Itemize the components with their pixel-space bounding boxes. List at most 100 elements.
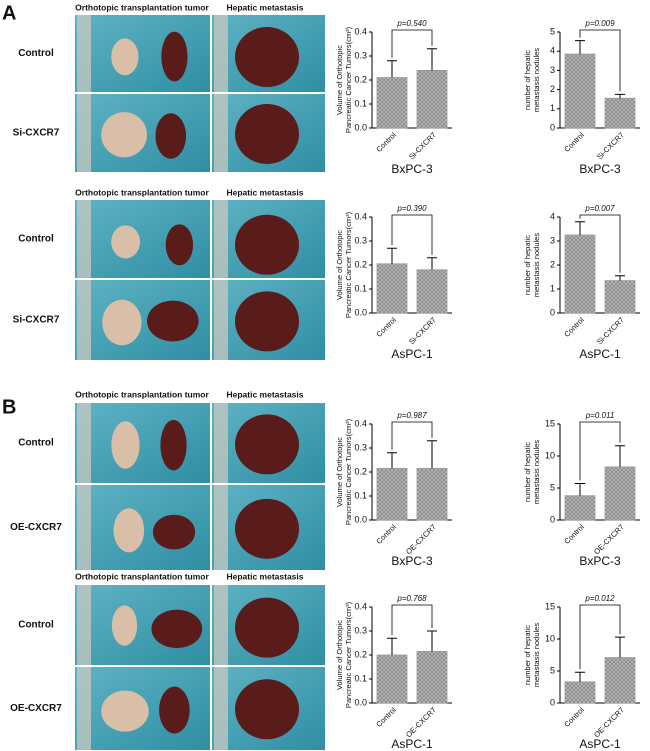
y-tick-label: 0.0	[354, 514, 367, 524]
bar	[564, 495, 596, 521]
p-value: p=0.768	[396, 594, 427, 603]
tissue	[101, 112, 148, 158]
y-tick-label: 0.2	[354, 466, 367, 476]
y-tick-label: 0.1	[354, 490, 367, 500]
y-tick-label: 5	[550, 26, 555, 36]
tissue	[235, 291, 299, 352]
x-tick-label: Control	[374, 705, 398, 729]
x-tick-label: Control	[562, 522, 586, 546]
tissue	[160, 419, 187, 471]
ruler	[77, 15, 91, 92]
y-axis-label: number of hepatic	[523, 50, 532, 110]
tissue	[111, 421, 140, 469]
column-header: Orthotopic transplantation tumor	[75, 187, 209, 197]
tissue	[235, 679, 299, 740]
ruler	[214, 15, 228, 92]
row-label: OE-CXCR7	[10, 703, 62, 714]
tissue	[235, 498, 299, 559]
y-tick-label: 5	[550, 482, 555, 492]
x-tick-label: OE-CXCR7	[404, 522, 438, 556]
y-axis-label: Volume of Orthotopic	[335, 437, 344, 507]
x-tick-label: OE-CXCR7	[592, 522, 626, 556]
bar	[604, 466, 636, 521]
bar	[416, 70, 448, 129]
ruler	[214, 200, 228, 278]
y-tick-label: 0.2	[354, 259, 367, 269]
bar	[416, 651, 448, 704]
error-bar	[387, 637, 397, 655]
tissue	[235, 27, 299, 88]
row-label: OE-CXCR7	[10, 522, 62, 533]
column-header: Orthotopic transplantation tumor	[75, 389, 209, 399]
ruler	[77, 485, 91, 570]
tissue	[111, 38, 139, 76]
tissue	[113, 508, 145, 553]
y-tick-label: 15	[545, 601, 555, 611]
y-tick-label: 0	[550, 697, 555, 707]
significance-bracket	[391, 421, 433, 450]
row-label: Control	[18, 620, 54, 631]
p-value: p=0.012	[584, 594, 615, 603]
y-axis-label: metastasis nodules	[532, 623, 541, 687]
ruler	[77, 200, 91, 278]
y-tick-label: 0.3	[354, 625, 367, 635]
y-axis-label: Volume of Orthotopic	[335, 620, 344, 690]
y-tick-label: 10	[545, 633, 555, 643]
y-tick-label: 0.3	[354, 50, 367, 60]
row-label: Si-CXCR7	[13, 128, 60, 139]
p-value: p=0.540	[396, 19, 427, 28]
significance-bracket	[391, 214, 433, 255]
ruler	[214, 280, 228, 360]
error-bar	[575, 483, 585, 496]
ruler	[214, 94, 228, 172]
column-header: Hepatic metastasis	[226, 187, 303, 197]
y-tick-label: 1	[550, 283, 555, 293]
y-tick-label: 0.1	[354, 283, 367, 293]
y-tick-label: 15	[545, 418, 555, 428]
y-tick-label: 3	[550, 235, 555, 245]
p-value: p=0.987	[396, 411, 427, 420]
bar	[564, 234, 596, 314]
error-bar	[575, 40, 585, 55]
x-tick-label: OE-CXCR7	[592, 705, 626, 739]
y-axis-label: Pancreatic Cancer Tumors(cm³)	[344, 211, 353, 318]
significance-bracket	[579, 604, 621, 670]
ruler	[77, 667, 91, 750]
ruler	[214, 667, 228, 750]
significance-bracket	[391, 604, 433, 636]
x-axis-label: BxPC-3	[579, 554, 621, 568]
y-tick-label: 0	[550, 307, 555, 317]
bar	[604, 657, 636, 704]
y-tick-label: 0.4	[354, 211, 367, 221]
y-tick-label: 0	[550, 514, 555, 524]
x-axis-label: AsPC-1	[579, 347, 621, 361]
error-bar	[575, 221, 585, 235]
error-bar	[427, 257, 437, 270]
panel-label: A	[2, 2, 16, 24]
y-tick-label: 0.1	[354, 673, 367, 683]
y-tick-label: 5	[550, 665, 555, 675]
column-header: Hepatic metastasis	[226, 2, 303, 12]
p-value: p=0.011	[585, 411, 615, 420]
x-axis-label: BxPC-3	[579, 162, 621, 176]
significance-bracket	[579, 29, 621, 92]
bar	[376, 77, 408, 129]
y-tick-label: 2	[550, 84, 555, 94]
error-bar	[615, 275, 625, 281]
x-tick-label: Si-CXCR7	[407, 315, 438, 346]
significance-bracket	[391, 29, 433, 58]
y-tick-label: 0.4	[354, 418, 367, 428]
tissue	[111, 605, 138, 646]
photo	[75, 15, 210, 92]
y-tick-label: 0.4	[354, 601, 367, 611]
tissue	[101, 690, 149, 732]
x-axis-label: BxPC-3	[391, 554, 433, 568]
error-bar	[427, 630, 437, 652]
tissue	[151, 609, 203, 649]
ruler	[77, 94, 91, 172]
x-tick-label: Control	[374, 315, 398, 339]
row-label: Si-CXCR7	[13, 315, 60, 326]
bar	[604, 280, 636, 314]
y-tick-label: 3	[550, 65, 555, 75]
